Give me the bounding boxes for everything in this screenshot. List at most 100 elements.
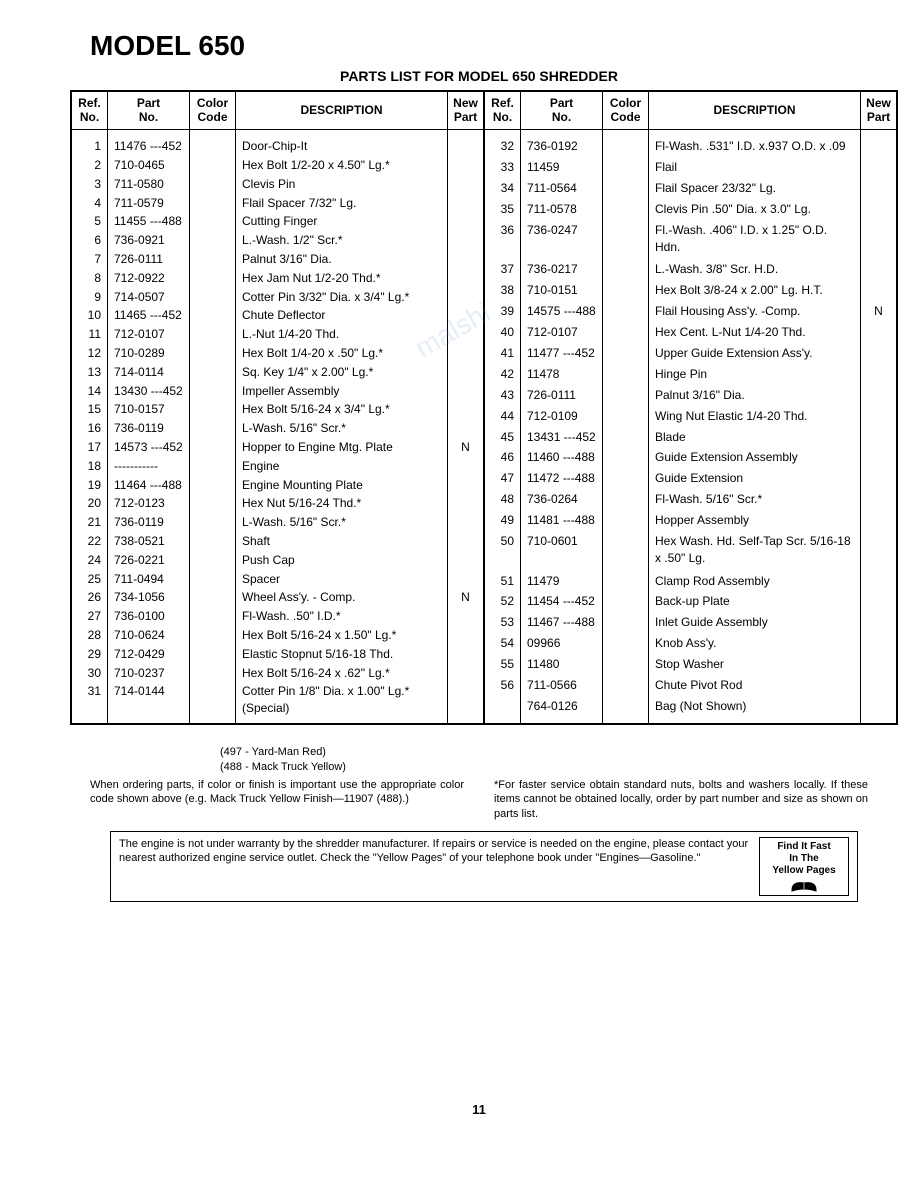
cell-newp <box>448 344 484 363</box>
cell-color <box>603 179 649 200</box>
table-row: 4711472 ---488Guide Extension <box>485 469 897 490</box>
table-row: 32736-0192Fl-Wash. .531" I.D. x.937 O.D.… <box>485 137 897 158</box>
cell-color <box>190 607 236 626</box>
table-row: 48736-0264Fl-Wash. 5/16" Scr.* <box>485 490 897 511</box>
cell-color <box>190 306 236 325</box>
cell-part: 714-0507 <box>108 288 190 307</box>
cell-part: 764-0126 <box>521 697 603 718</box>
cell-part: 11481 ---488 <box>521 511 603 532</box>
table-row: 24726-0221Push Cap <box>72 551 484 570</box>
cell-part: 712-0922 <box>108 269 190 288</box>
cell-part: 736-0100 <box>108 607 190 626</box>
cell-newp <box>861 407 897 428</box>
subtitle: PARTS LIST FOR MODEL 650 SHREDDER <box>60 68 898 84</box>
cell-newp <box>861 634 897 655</box>
cell-part: 714-0114 <box>108 363 190 382</box>
table-row: 21736-0119L-Wash. 5/16" Scr.* <box>72 513 484 532</box>
cell-newp <box>448 194 484 213</box>
table-row: 50710-0601Hex Wash. Hd. Self-Tap Scr. 5/… <box>485 532 897 572</box>
cell-ref: 8 <box>72 269 108 288</box>
cell-ref: 36 <box>485 221 521 261</box>
cell-desc: Flail <box>649 158 861 179</box>
cell-color <box>603 655 649 676</box>
table-row: 1011465 ---452Chute Deflector <box>72 306 484 325</box>
cell-ref: 30 <box>72 664 108 683</box>
cell-part: 11460 ---488 <box>521 448 603 469</box>
cell-ref: 21 <box>72 513 108 532</box>
cell-newp <box>861 490 897 511</box>
cell-color <box>603 158 649 179</box>
cell-ref: 43 <box>485 386 521 407</box>
table-row: 31714-0144Cotter Pin 1/8" Dia. x 1.00" L… <box>72 682 484 718</box>
cell-ref: 46 <box>485 448 521 469</box>
cell-desc: Palnut 3/16" Dia. <box>236 250 448 269</box>
cell-newp <box>861 655 897 676</box>
cell-ref: 17 <box>72 438 108 457</box>
table-row: 5311467 ---488Inlet Guide Assembly <box>485 613 897 634</box>
parts-list-container: Ref.No. PartNo. ColorCode DESCRIPTION Ne… <box>70 90 898 725</box>
cell-ref: 50 <box>485 532 521 572</box>
table-row: 3711-0580Clevis Pin <box>72 175 484 194</box>
cell-newp <box>861 697 897 718</box>
cell-newp <box>448 231 484 250</box>
cell-newp <box>861 260 897 281</box>
cell-desc: Inlet Guide Assembly <box>649 613 861 634</box>
cell-newp <box>448 306 484 325</box>
cell-ref: 49 <box>485 511 521 532</box>
cell-color <box>603 697 649 718</box>
cell-color <box>603 323 649 344</box>
table-row: 764-0126Bag (Not Shown) <box>485 697 897 718</box>
cell-part: 710-0157 <box>108 400 190 419</box>
cell-desc: Stop Washer <box>649 655 861 676</box>
table-row: 1413430 ---452Impeller Assembly <box>72 382 484 401</box>
cell-newp <box>861 448 897 469</box>
cell-ref: 27 <box>72 607 108 626</box>
cell-ref: 47 <box>485 469 521 490</box>
cell-color <box>190 231 236 250</box>
cell-desc: Wheel Ass'y. - Comp. <box>236 588 448 607</box>
cell-newp: N <box>861 302 897 323</box>
cell-desc: Door-Chip-It <box>236 137 448 156</box>
cell-part: 11454 ---452 <box>521 592 603 613</box>
cell-desc: Flail Spacer 23/32" Lg. <box>649 179 861 200</box>
table-row: 1714573 ---452Hopper to Engine Mtg. Plat… <box>72 438 484 457</box>
cell-color <box>603 302 649 323</box>
cell-part: 726-0221 <box>108 551 190 570</box>
find-fast-text: Find It FastIn TheYellow Pages <box>765 841 843 877</box>
cell-color <box>190 344 236 363</box>
model-title: MODEL 650 <box>90 30 898 62</box>
cell-color <box>190 551 236 570</box>
cell-color <box>603 344 649 365</box>
cell-desc: Impeller Assembly <box>236 382 448 401</box>
cell-color <box>190 156 236 175</box>
cell-part: 710-0465 <box>108 156 190 175</box>
cell-color <box>603 407 649 428</box>
cell-color <box>190 269 236 288</box>
cell-part: 11480 <box>521 655 603 676</box>
ordering-note: When ordering parts, if color or finish … <box>90 778 464 821</box>
cell-ref: 26 <box>72 588 108 607</box>
cell-ref: 2 <box>72 156 108 175</box>
cell-ref: 52 <box>485 592 521 613</box>
cell-ref: 35 <box>485 200 521 221</box>
cell-ref: 12 <box>72 344 108 363</box>
cell-newp <box>448 137 484 156</box>
cell-part: 11472 ---488 <box>521 469 603 490</box>
cell-part: 13430 ---452 <box>108 382 190 401</box>
cell-desc: Hopper Assembly <box>649 511 861 532</box>
cell-ref: 15 <box>72 400 108 419</box>
cell-ref: 51 <box>485 572 521 593</box>
cell-ref: 53 <box>485 613 521 634</box>
table-row: 1911464 ---488Engine Mounting Plate <box>72 476 484 495</box>
cell-desc: Wing Nut Elastic 1/4-20 Thd. <box>649 407 861 428</box>
table-row: 9714-0507Cotter Pin 3/32" Dia. x 3/4" Lg… <box>72 288 484 307</box>
cell-part: 736-0192 <box>521 137 603 158</box>
cell-newp <box>861 572 897 593</box>
cell-color <box>603 572 649 593</box>
table-row: 3914575 ---488Flail Housing Ass'y. -Comp… <box>485 302 897 323</box>
cell-newp <box>861 386 897 407</box>
cell-part: 738-0521 <box>108 532 190 551</box>
cell-part: 714-0144 <box>108 682 190 718</box>
cell-newp <box>861 323 897 344</box>
cell-newp <box>448 626 484 645</box>
